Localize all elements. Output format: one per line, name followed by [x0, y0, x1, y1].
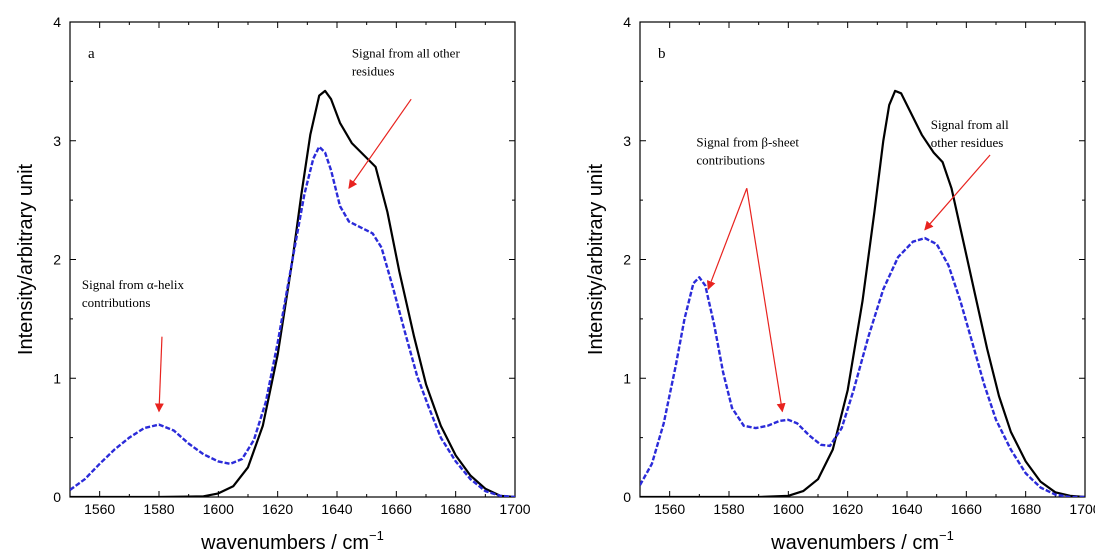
annotation-text: Signal from β-sheet [696, 135, 799, 150]
annotation-text: contributions [82, 295, 151, 310]
x-tick-label: 1560 [84, 501, 115, 517]
x-tick-label: 1680 [1010, 501, 1041, 517]
x-axis-title-superscript: −1 [369, 528, 384, 543]
x-tick-label: 1700 [499, 501, 530, 517]
annotation-arrow [154, 336, 164, 413]
y-tick-label: 2 [53, 252, 61, 268]
chart-panel-b: 1560 1580 1600 1620 1640 1660 1680 1700 0 1 2 3 4 wav… [585, 14, 1095, 554]
y-axis-title: Intensity/arbitrary unit [585, 163, 607, 355]
annotation: Signal from α-helix contributions [82, 277, 185, 413]
x-tick-label: 1660 [951, 501, 982, 517]
x-tick-label: 1700 [1069, 501, 1095, 517]
annotation-arrow [746, 188, 786, 413]
y-tick-label: 0 [623, 489, 631, 505]
annotation-text: contributions [696, 153, 765, 168]
x-tick-label: 1660 [381, 501, 412, 517]
plot-frame [639, 21, 1086, 498]
annotation-text: Signal from α-helix [82, 277, 185, 292]
annotation-text: residues [352, 64, 395, 79]
y-tick-label: 1 [623, 370, 631, 386]
series-line-dashed-blue [640, 236, 1085, 497]
x-tick-label: 1580 [713, 501, 744, 517]
y-tick-label: 4 [623, 14, 631, 30]
annotation: Signal from β-sheet contributions [696, 135, 799, 413]
x-axis-title-superscript: −1 [939, 528, 954, 543]
x-axis-title-text: wavenumbers / cm [200, 532, 369, 554]
y-tick-label: 3 [53, 133, 61, 149]
annotation-text: Signal from all other [352, 46, 461, 61]
y-tick-label: 4 [53, 14, 61, 30]
series-group [70, 89, 515, 497]
x-tick-label: 1600 [773, 501, 804, 517]
x-tick-label: 1620 [832, 501, 863, 517]
x-tick-label: 1640 [891, 501, 922, 517]
y-tick-label: 3 [623, 133, 631, 149]
x-tick-label: 1600 [203, 501, 234, 517]
x-tick-label: 1640 [321, 501, 352, 517]
series-group [640, 89, 1085, 497]
panel-label: b [658, 46, 666, 62]
chart-panel-a: 1560 1580 1600 1620 1640 1660 1680 1700 0 1 2 3 4 wav… [15, 14, 531, 554]
series-line-solid-black [640, 89, 1085, 497]
x-tick-label: 1560 [654, 501, 685, 517]
x-axis-title: wavenumbers / cm−1 [200, 528, 384, 554]
x-axis-title: wavenumbers / cm−1 [770, 528, 954, 554]
annotation-arrow [706, 188, 748, 291]
series-line-dashed-blue [70, 145, 515, 497]
annotation-arrow [924, 154, 991, 231]
annotation: Signal from all other residues [348, 46, 461, 189]
y-tick-label: 0 [53, 489, 61, 505]
annotation: Signal from all other residues [924, 117, 1009, 231]
y-tick-label: 2 [623, 252, 631, 268]
annotation-arrow [348, 98, 412, 189]
x-axis-title-text: wavenumbers / cm [770, 532, 939, 554]
annotation-text: Signal from all [931, 117, 1009, 132]
y-tick-label: 1 [53, 370, 61, 386]
x-tick-label: 1680 [440, 501, 471, 517]
y-axis-title: Intensity/arbitrary unit [15, 163, 37, 355]
x-tick-label: 1620 [262, 501, 293, 517]
series-line-solid-black [70, 89, 515, 497]
x-tick-label: 1580 [143, 501, 174, 517]
annotation-text: other residues [931, 135, 1004, 150]
panel-label: a [88, 46, 95, 62]
